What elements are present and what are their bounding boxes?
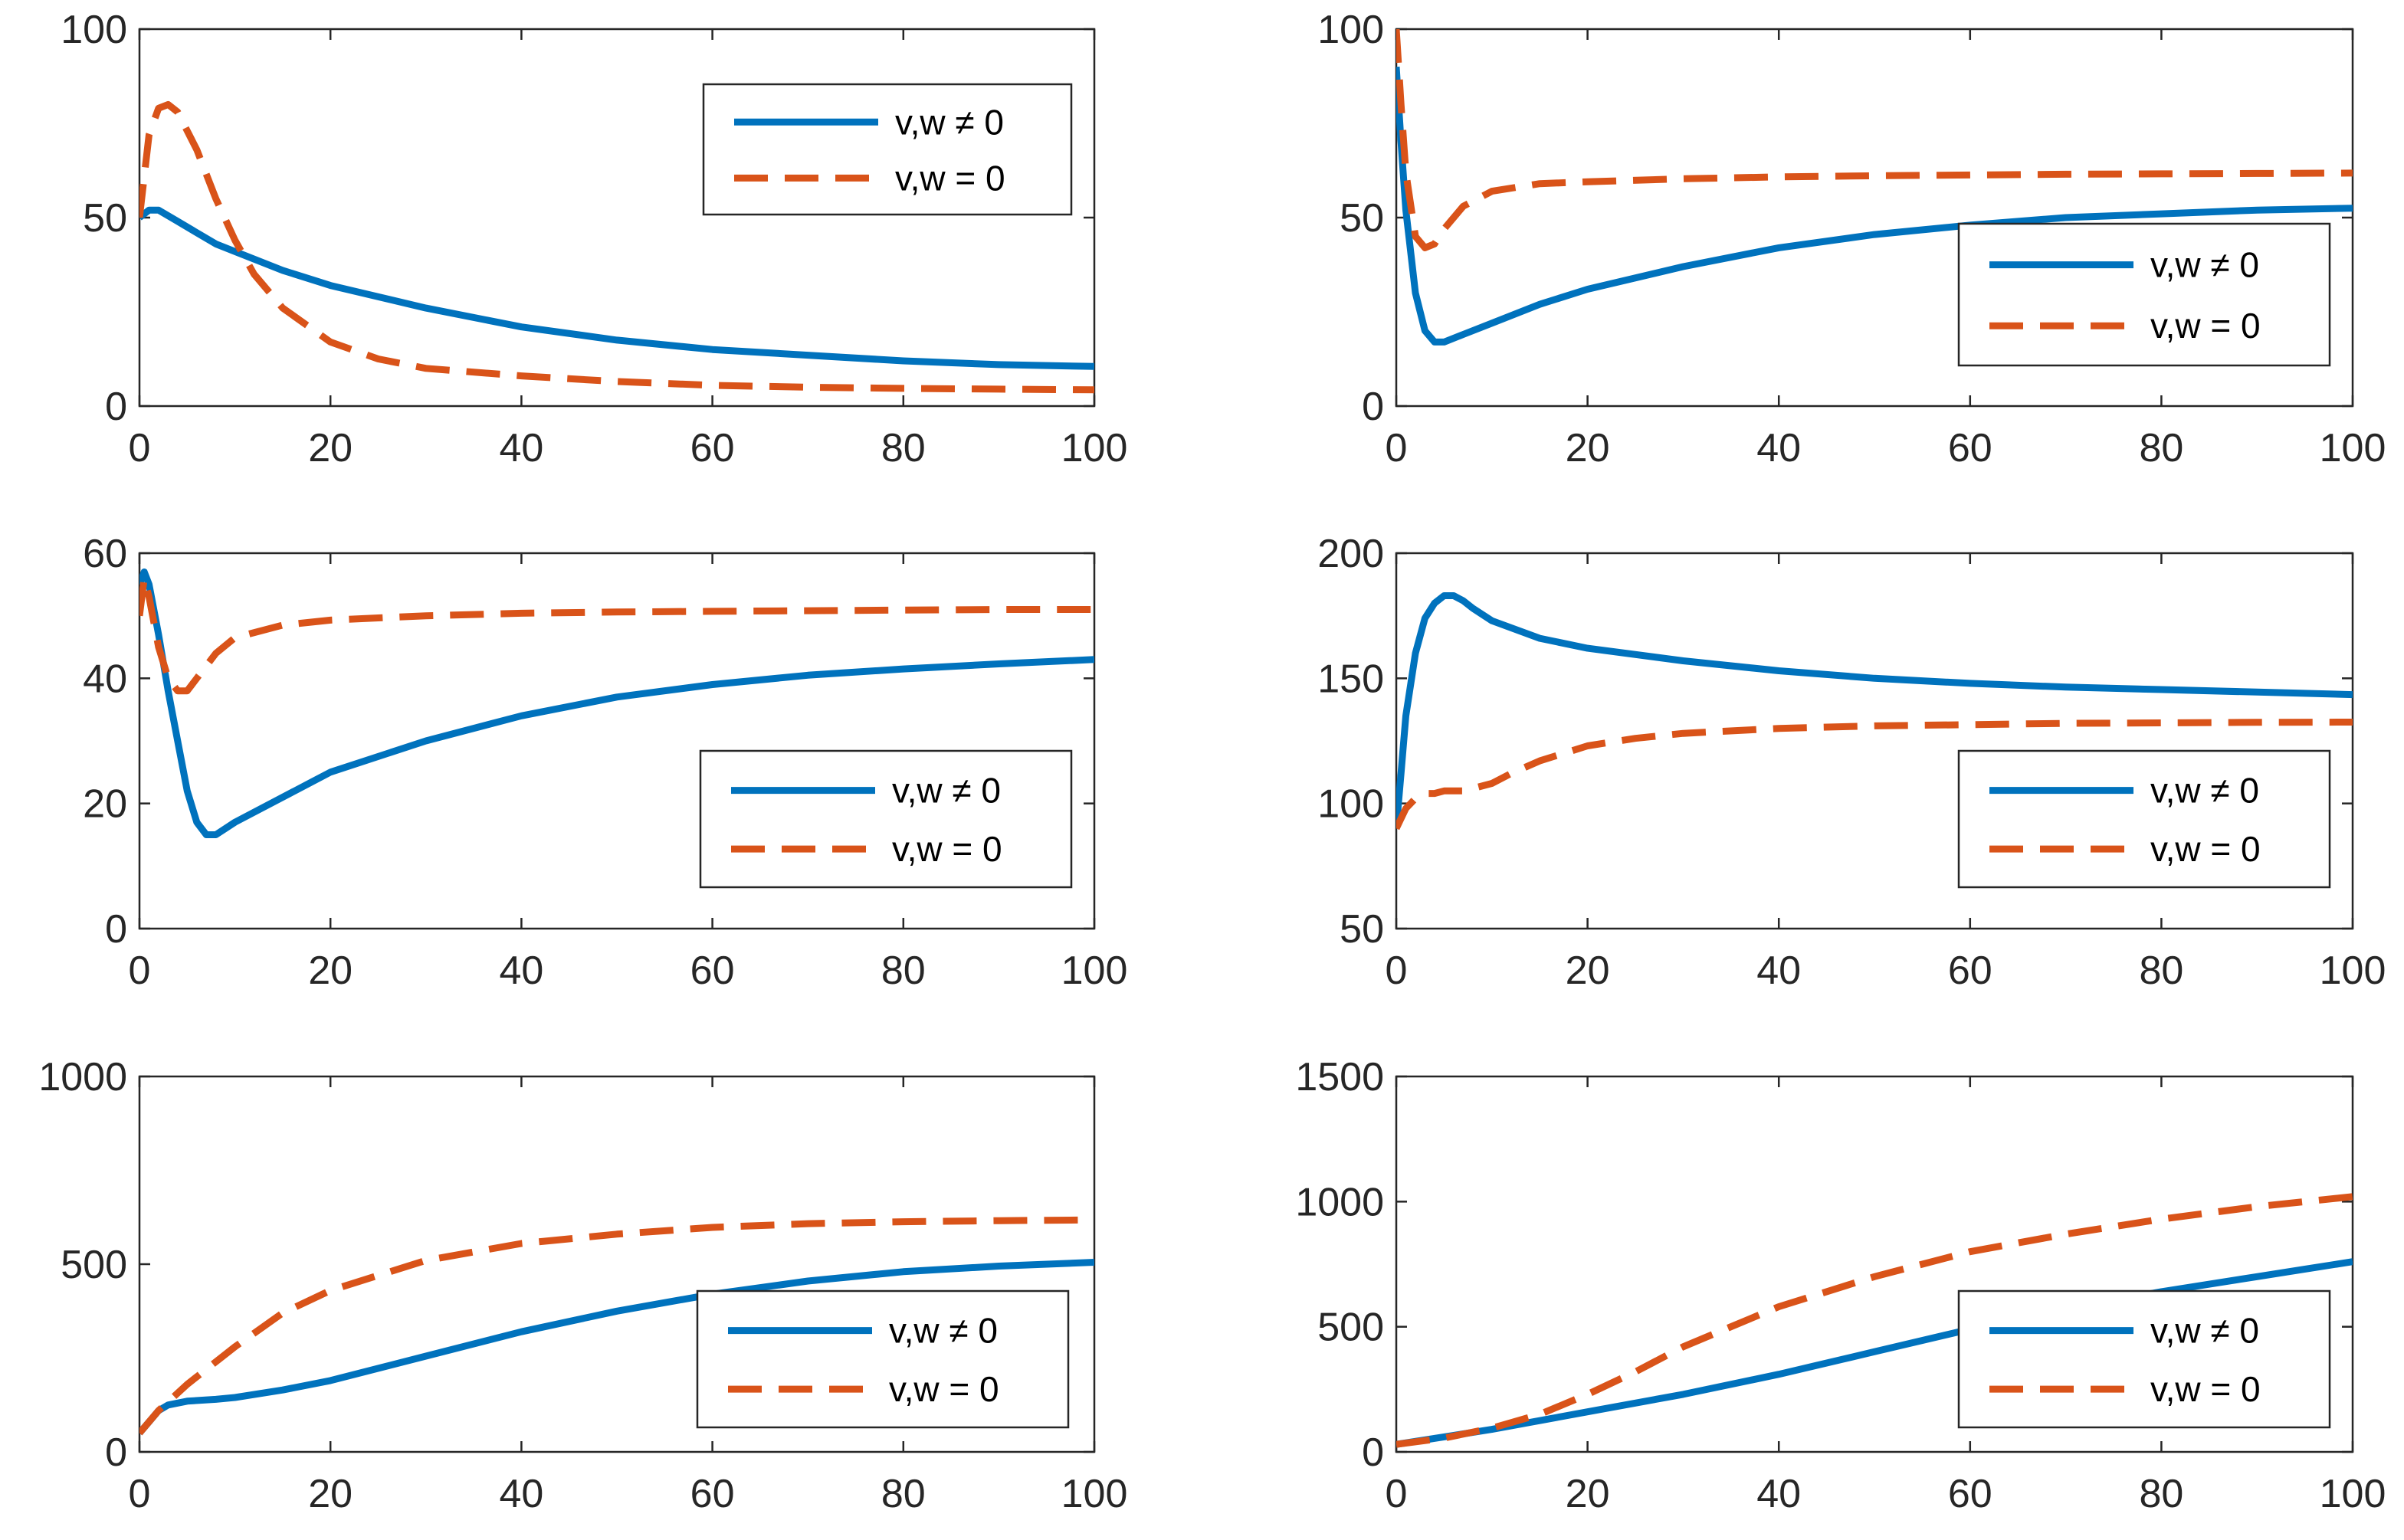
x-tick-label: 60 <box>690 949 735 993</box>
chart-panel-2: 0 20 40 60 80 100 0 50 100 v,w ≠ 0 v,w = 0 <box>1317 8 2386 470</box>
x-tick-label: 40 <box>1756 1472 1801 1516</box>
x-tick-label: 100 <box>2320 949 2386 993</box>
series-line-v-w-nonzero <box>139 1259 1094 1436</box>
x-tick-label: 0 <box>129 426 151 470</box>
y-tick-label: 0 <box>1362 385 1384 429</box>
legend: v,w ≠ 0 v,w = 0 <box>1957 749 2331 889</box>
series-line-v-w-zero <box>139 100 1094 394</box>
legend-label: v,w = 0 <box>2150 306 2261 346</box>
chart-panel-1: 0 20 40 60 80 100 0 50 100 v,w ≠ 0 v,w = 0 <box>61 8 1127 470</box>
series-line-v-w-nonzero <box>139 206 1094 370</box>
chart-panel-3: 0 20 40 60 80 100 0 20 40 60 v,w ≠ 0 v,w = 0 <box>83 532 1127 993</box>
x-tick-label: 40 <box>1756 426 1801 470</box>
x-tick-label: 80 <box>881 949 926 993</box>
legend-box <box>702 83 1073 216</box>
x-tick-label: 20 <box>1566 1472 1610 1516</box>
y-tick-label: 100 <box>1317 782 1384 827</box>
y-tick-label: 0 <box>105 1430 127 1475</box>
x-tick-label: 40 <box>499 426 543 470</box>
x-tick-label: 80 <box>881 426 926 470</box>
legend-label: v,w ≠ 0 <box>895 102 1004 142</box>
series-line-v-w-zero <box>1396 719 2353 831</box>
y-tick-label: 150 <box>1317 657 1384 701</box>
legend-label: v,w ≠ 0 <box>892 771 1001 811</box>
x-tick-label: 60 <box>1948 949 1992 993</box>
x-tick-label: 40 <box>1756 949 1801 993</box>
legend-label: v,w ≠ 0 <box>889 1311 998 1351</box>
y-tick-label: 50 <box>1340 907 1384 952</box>
y-tick-label: 1000 <box>1295 1180 1384 1224</box>
x-tick-label: 100 <box>2320 426 2386 470</box>
x-tick-label: 40 <box>499 949 543 993</box>
y-tick-label: 0 <box>105 907 127 952</box>
legend-label: v,w = 0 <box>889 1369 999 1409</box>
y-tick-label: 60 <box>83 532 127 576</box>
legend-label: v,w ≠ 0 <box>2150 1311 2259 1351</box>
x-tick-label: 0 <box>1386 1472 1408 1516</box>
x-tick-label: 60 <box>1948 1472 1992 1516</box>
legend: v,w ≠ 0 v,w = 0 <box>1957 1289 2331 1429</box>
series-line-v-w-zero <box>139 1216 1094 1436</box>
legend-label: v,w = 0 <box>2150 829 2261 869</box>
y-tick-label: 1500 <box>1295 1055 1384 1099</box>
x-tick-label: 60 <box>1948 426 1992 470</box>
x-tick-label: 20 <box>308 1472 353 1516</box>
series-line-v-w-zero <box>139 575 1094 695</box>
x-tick-label: 40 <box>499 1472 543 1516</box>
legend: v,w ≠ 0 v,w = 0 <box>696 1289 1070 1429</box>
series-line-v-w-nonzero <box>1396 1258 2353 1448</box>
legend-label: v,w = 0 <box>2150 1369 2261 1409</box>
x-tick-label: 0 <box>1386 426 1408 470</box>
legend-label: v,w = 0 <box>895 158 1005 198</box>
y-tick-label: 500 <box>61 1243 127 1287</box>
legend-box <box>696 1289 1070 1429</box>
y-tick-label: 40 <box>83 657 127 701</box>
x-tick-label: 80 <box>2139 426 2183 470</box>
x-tick-label: 20 <box>1566 426 1610 470</box>
y-tick-label: 100 <box>1317 8 1384 52</box>
y-tick-label: 0 <box>1362 1430 1384 1475</box>
legend-label: v,w ≠ 0 <box>2150 245 2259 285</box>
series-line-v-w-nonzero <box>1396 66 2353 346</box>
legend: v,w ≠ 0 v,w = 0 <box>699 749 1073 889</box>
series-line-v-w-zero <box>1396 1193 2353 1448</box>
y-tick-label: 0 <box>105 385 127 429</box>
y-tick-label: 20 <box>83 782 127 827</box>
x-tick-label: 100 <box>2320 1472 2386 1516</box>
legend-box <box>1957 1289 2331 1429</box>
x-tick-label: 80 <box>881 1472 926 1516</box>
x-tick-label: 100 <box>1061 426 1128 470</box>
x-tick-label: 20 <box>308 949 353 993</box>
x-tick-label: 80 <box>2139 1472 2183 1516</box>
x-tick-label: 20 <box>308 426 353 470</box>
y-tick-label: 50 <box>83 196 127 241</box>
legend-label: v,w = 0 <box>892 829 1002 869</box>
x-tick-label: 60 <box>690 1472 735 1516</box>
x-tick-label: 80 <box>2139 949 2183 993</box>
legend-box <box>699 749 1073 889</box>
x-tick-label: 100 <box>1061 949 1128 993</box>
x-tick-label: 0 <box>129 949 151 993</box>
x-tick-label: 60 <box>690 426 735 470</box>
y-tick-label: 200 <box>1317 532 1384 576</box>
x-tick-label: 20 <box>1566 949 1610 993</box>
x-tick-label: 100 <box>1061 1472 1128 1516</box>
y-tick-label: 1000 <box>38 1055 127 1099</box>
legend: v,w ≠ 0 v,w = 0 <box>1957 222 2331 367</box>
series-line-v-w-zero <box>1396 29 2353 251</box>
x-tick-label: 0 <box>129 1472 151 1516</box>
legend-label: v,w ≠ 0 <box>2150 771 2259 811</box>
series-line-v-w-nonzero <box>1396 592 2353 829</box>
x-tick-label: 0 <box>1386 949 1408 993</box>
legend-box <box>1957 749 2331 889</box>
legend-box <box>1957 222 2331 367</box>
y-tick-label: 500 <box>1317 1306 1384 1350</box>
legend: v,w ≠ 0 v,w = 0 <box>702 83 1073 216</box>
y-tick-label: 100 <box>61 8 127 52</box>
chart-panel-4: 0 20 40 60 80 100 50 100 150 200 v,w ≠ 0 v,w = 0 <box>1317 532 2386 993</box>
y-tick-label: 50 <box>1340 196 1384 241</box>
